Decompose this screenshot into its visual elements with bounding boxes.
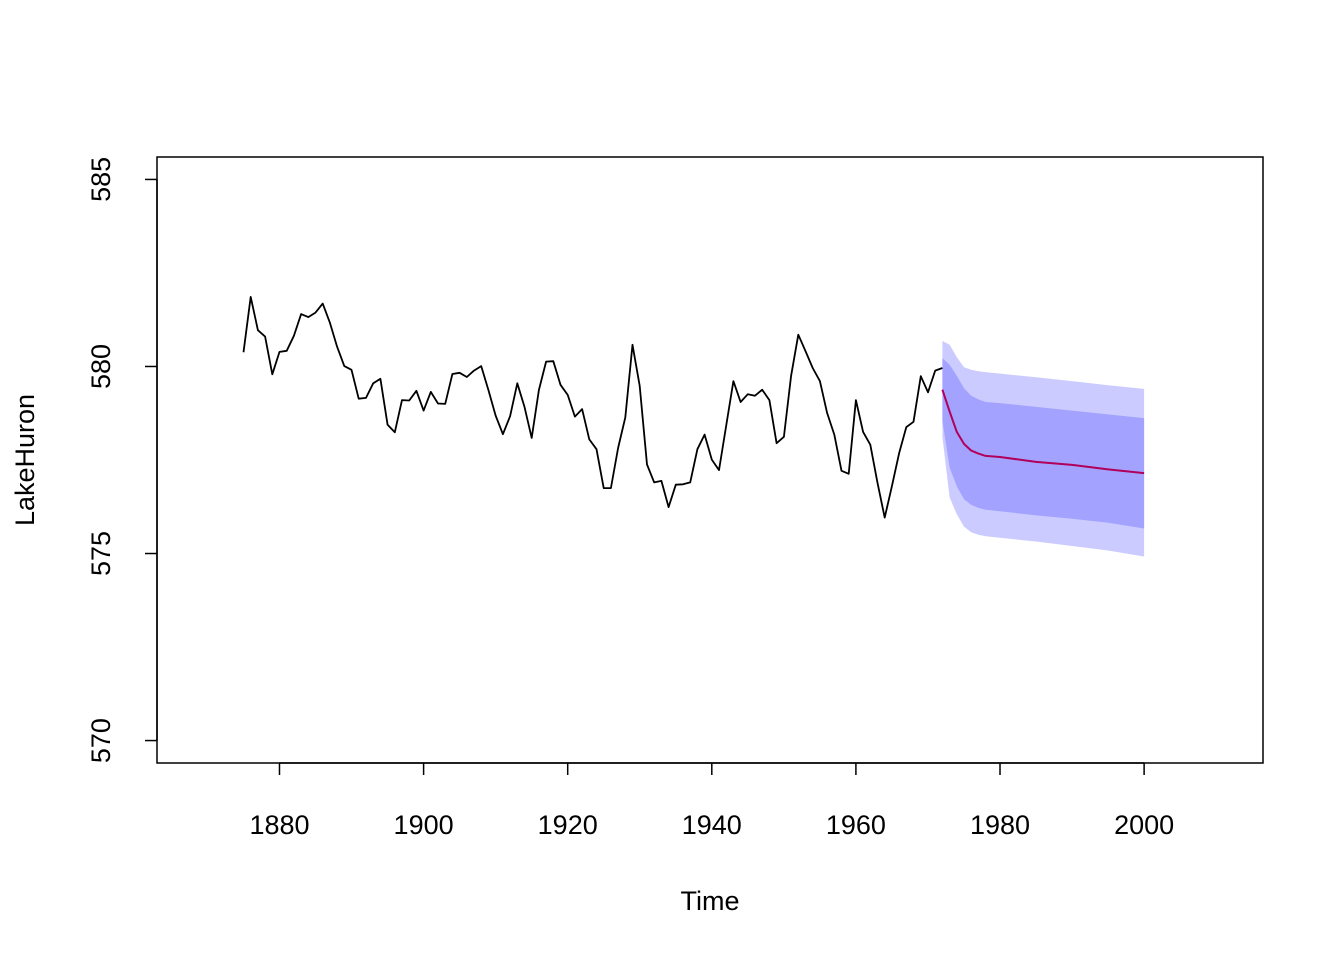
x-tick-label: 1920 [538, 810, 598, 840]
x-tick-label: 1960 [826, 810, 886, 840]
x-axis-label: Time [681, 886, 740, 916]
y-tick-label: 585 [86, 157, 116, 202]
y-tick-label: 575 [86, 531, 116, 576]
x-tick-label: 1980 [970, 810, 1030, 840]
x-axis: 1880 1900 1920 1940 1960 1980 2000 [249, 762, 1174, 840]
x-tick-label: 1940 [682, 810, 742, 840]
y-axis: 570 575 580 585 [86, 157, 158, 763]
observed-line [242, 295, 943, 519]
y-tick-label: 570 [86, 718, 116, 763]
x-tick-label: 1900 [394, 810, 454, 840]
forecast-bands [942, 341, 1145, 557]
band-80 [942, 358, 1145, 529]
series-lines [242, 295, 1145, 519]
y-tick-label: 580 [86, 344, 116, 389]
forecast-mean-line [941, 389, 1145, 475]
x-tick-label: 1880 [249, 810, 309, 840]
y-axis-label: LakeHuron [10, 394, 40, 526]
x-tick-label: 2000 [1114, 810, 1174, 840]
